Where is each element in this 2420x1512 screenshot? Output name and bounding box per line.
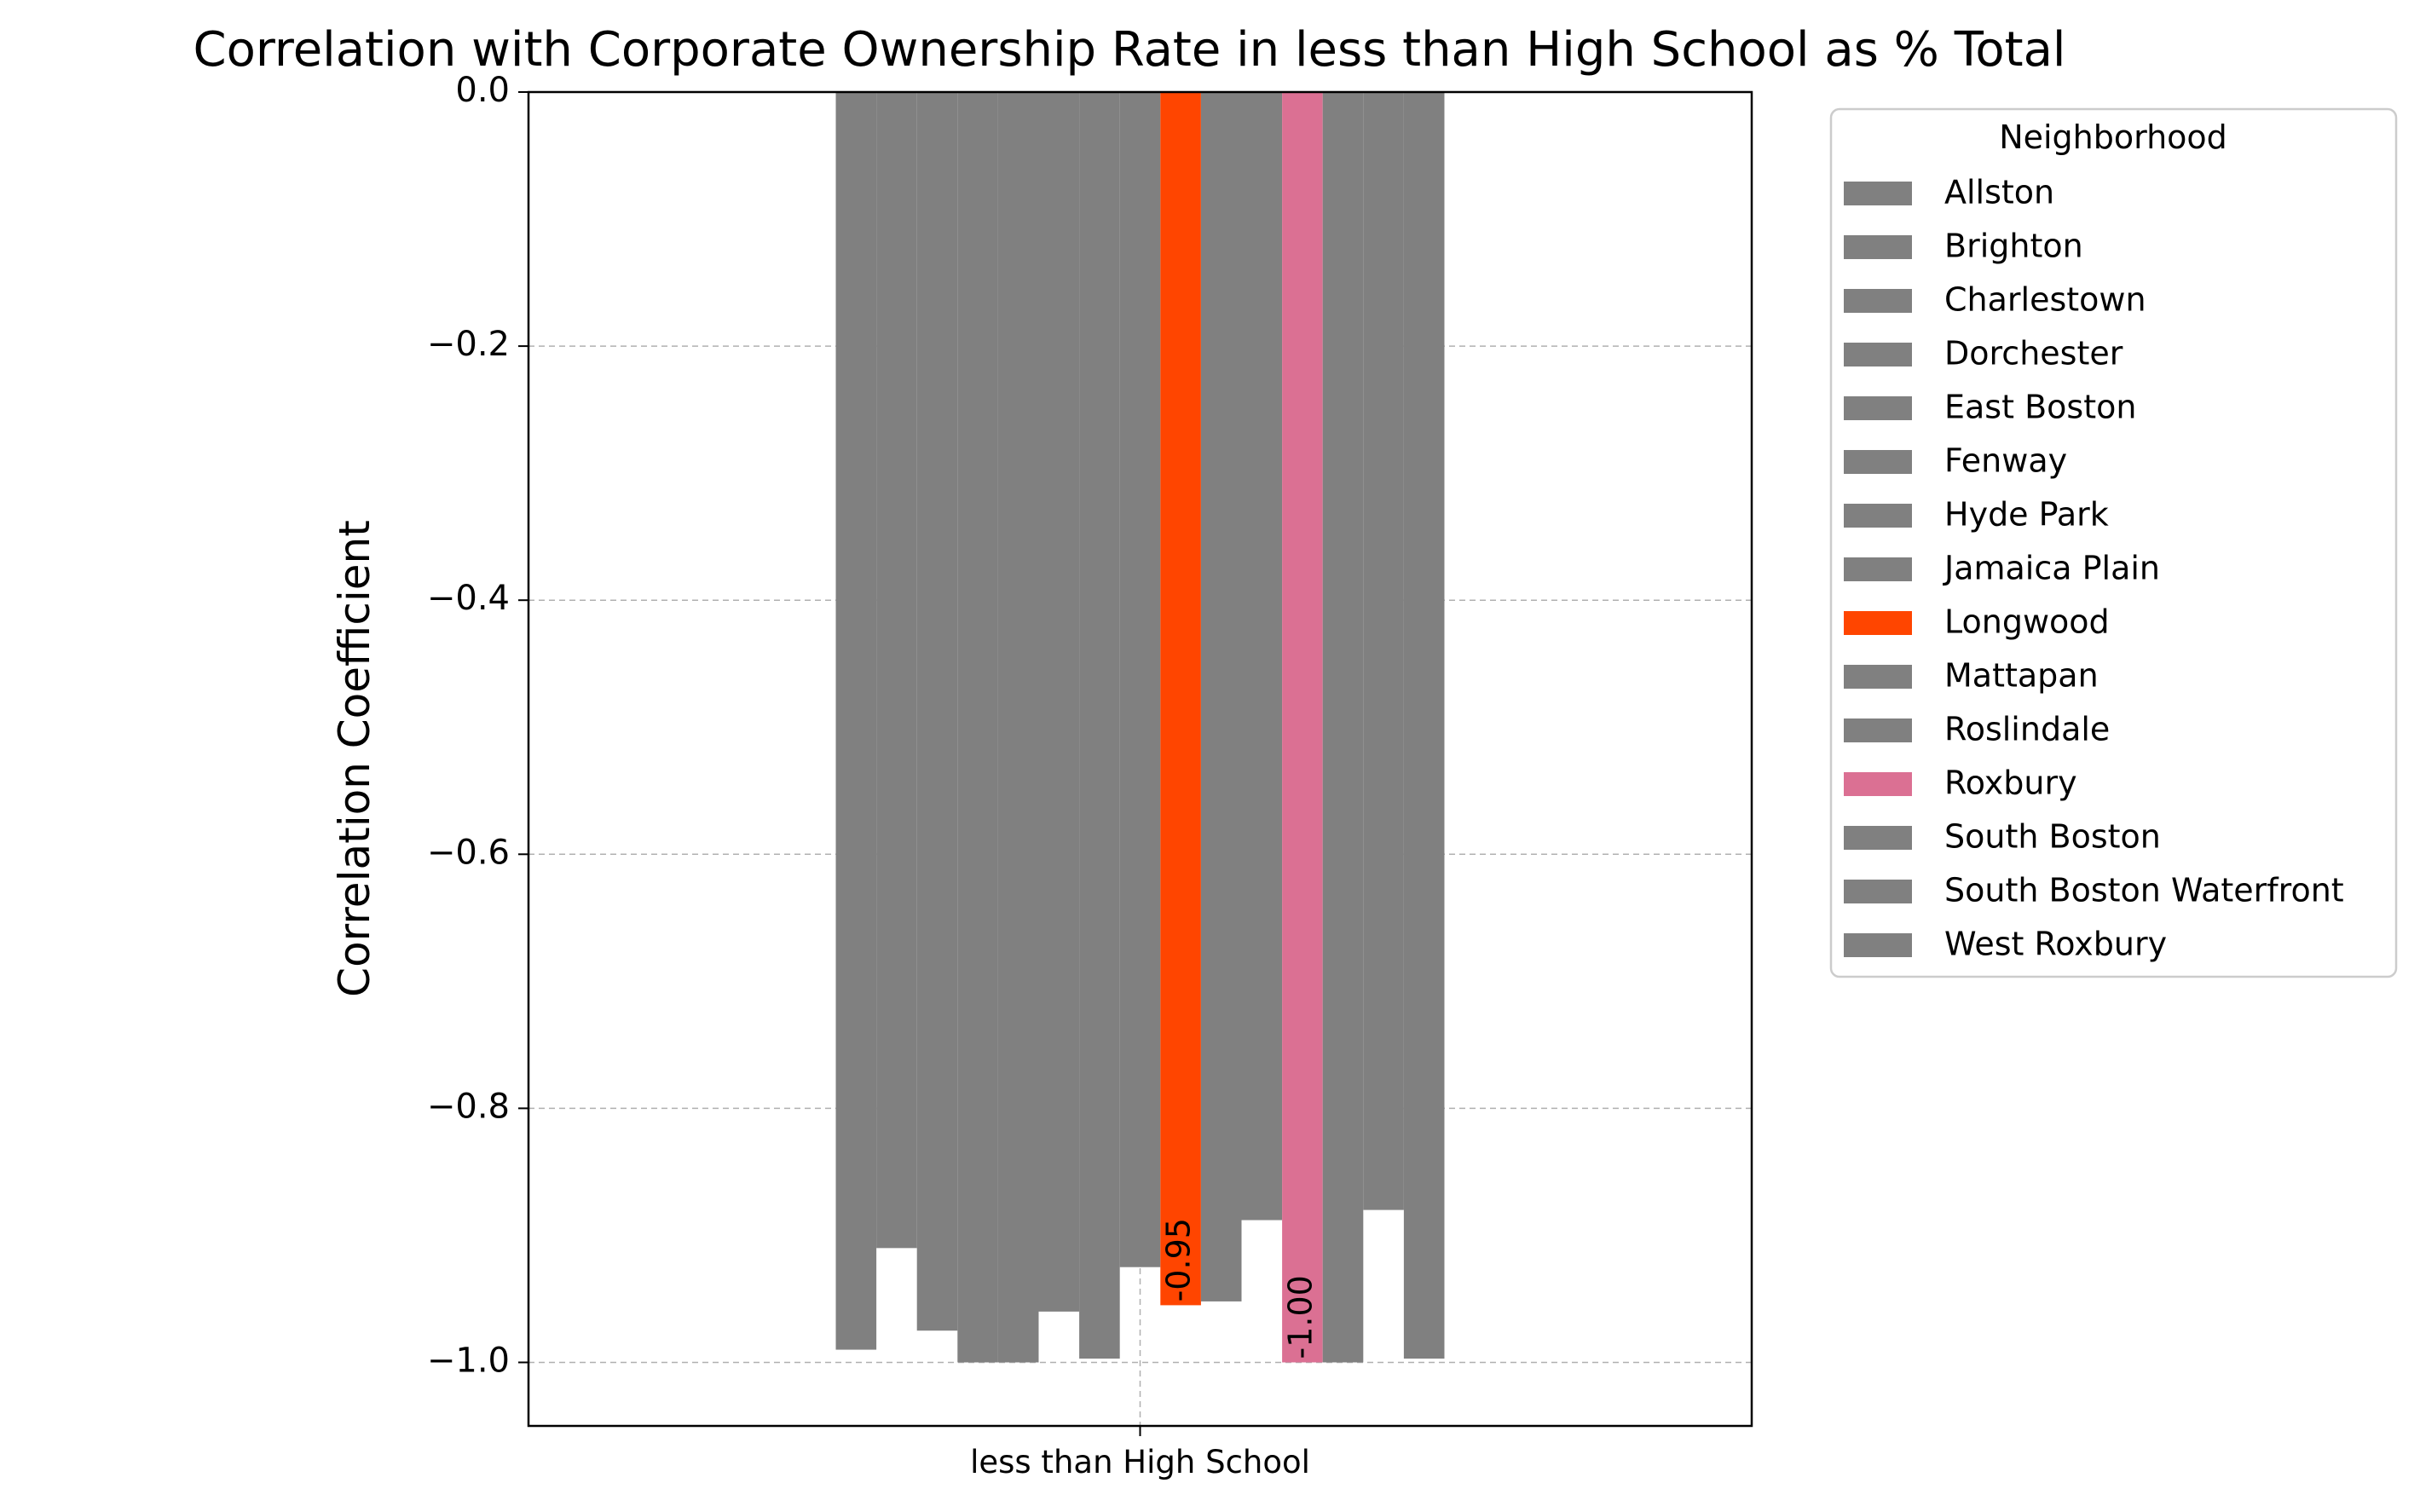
bar-roxbury (1282, 92, 1323, 1363)
legend-swatch (1844, 611, 1912, 635)
legend-swatch (1844, 289, 1912, 313)
legend-label: East Boston (1944, 389, 2136, 426)
bar-labels: -0.95 -1.00 (1160, 1218, 1320, 1359)
legend-label: Fenway (1944, 442, 2067, 480)
bar-east-boston (997, 92, 1039, 1363)
legend-frame (1829, 107, 2398, 978)
legend: Neighborhood Allston Brighton Charlestown D… (1829, 107, 2398, 978)
data-label: -1.00 (1281, 1275, 1319, 1359)
y-tick-label: 0.0 (455, 71, 510, 110)
legend-swatch (1844, 235, 1912, 259)
legend-swatch (1844, 557, 1912, 581)
y-tick-label: −0.2 (427, 325, 510, 364)
x-tick-label: less than High School (970, 1444, 1310, 1480)
legend-swatch (1844, 826, 1912, 850)
legend-title: Neighborhood (1999, 118, 2227, 156)
legend-label: Allston (1944, 174, 2054, 211)
legend-label: Roslindale (1944, 711, 2110, 748)
bar-mattapan (1200, 92, 1242, 1301)
legend-swatch (1844, 933, 1912, 957)
data-label: -0.95 (1160, 1218, 1198, 1301)
bar-brighton (876, 92, 917, 1249)
legend-label: Dorchester (1944, 335, 2123, 372)
bar-fenway (1038, 92, 1080, 1312)
y-tick-label: −0.6 (427, 833, 510, 872)
bar-dorchester (957, 92, 998, 1363)
legend-label: Charlestown (1944, 281, 2146, 319)
legend-swatch (1844, 182, 1912, 205)
bar-roslindale (1241, 92, 1283, 1221)
bar-jamaica-plain (1119, 92, 1161, 1267)
bar-south-boston (1322, 92, 1364, 1363)
legend-swatch (1844, 772, 1912, 796)
bar-west-roxbury (1403, 92, 1445, 1359)
y-tick-label: −1.0 (427, 1341, 510, 1380)
legend-swatch (1844, 665, 1912, 689)
bars (835, 92, 1445, 1363)
y-tick-label: −0.8 (427, 1087, 510, 1126)
y-axis-label: Correlation Coefficient (330, 520, 379, 997)
legend-swatch (1844, 450, 1912, 474)
y-axis-ticks: 0.0 −0.2 −0.4 −0.6 −0.8 −1.0 (427, 71, 528, 1380)
legend-label: Hyde Park (1944, 496, 2109, 534)
bar-hyde-park (1079, 92, 1120, 1359)
legend-swatch (1844, 343, 1912, 366)
legend-swatch (1844, 880, 1912, 903)
legend-label: West Roxbury (1944, 926, 2167, 963)
chart-title: Correlation with Corporate Ownership Rat… (193, 22, 2066, 78)
legend-items: Allston Brighton Charlestown Dorchester East… (1844, 174, 2344, 963)
legend-swatch (1844, 718, 1912, 742)
legend-swatch (1844, 396, 1912, 420)
y-tick-label: −0.4 (427, 579, 510, 618)
bar-south-boston-waterfront (1363, 92, 1404, 1210)
bar-longwood (1160, 92, 1201, 1306)
legend-label: Brighton (1944, 228, 2083, 265)
legend-label: Jamaica Plain (1943, 550, 2160, 587)
legend-swatch (1844, 504, 1912, 528)
legend-label: Mattapan (1944, 657, 2099, 695)
legend-label: Roxbury (1944, 765, 2077, 802)
bar-charlestown (916, 92, 958, 1331)
x-axis-ticks: less than High School (970, 1426, 1310, 1480)
bar-allston (835, 92, 877, 1350)
legend-label: South Boston Waterfront (1944, 872, 2344, 909)
legend-label: South Boston (1944, 818, 2161, 856)
legend-label: Longwood (1944, 603, 2110, 641)
